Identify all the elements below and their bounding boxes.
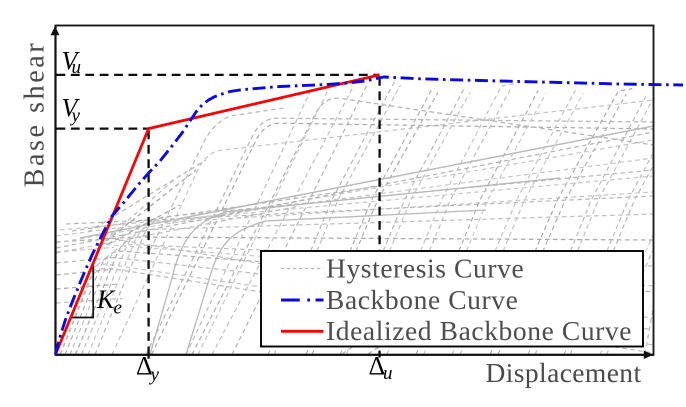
svg-text:y: y [70,106,81,127]
svg-text:Δ: Δ [136,352,153,381]
svg-text:Δ: Δ [369,352,386,381]
svg-text:Base shear: Base shear [20,41,51,188]
svg-text:e: e [114,298,122,319]
svg-text:y: y [149,365,160,386]
svg-text:K: K [96,285,116,314]
svg-text:u: u [383,363,393,384]
svg-text:Idealized Backbone Curve: Idealized Backbone Curve [326,315,632,346]
svg-text:Hysteresis Curve: Hysteresis Curve [326,253,524,284]
svg-text:V: V [62,94,81,123]
svg-text:V: V [62,46,81,75]
svg-text:u: u [72,57,82,78]
svg-text:Displacement: Displacement [486,357,642,388]
svg-text:Backbone Curve: Backbone Curve [326,284,518,315]
